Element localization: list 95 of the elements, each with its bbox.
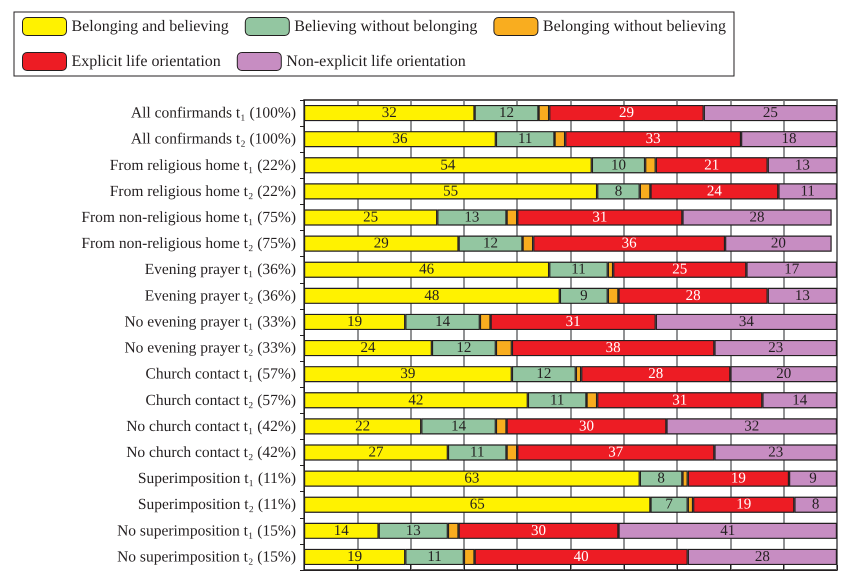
data-label: 32 [744, 418, 760, 434]
data-label: 14 [451, 418, 467, 434]
data-label: 25 [363, 210, 378, 226]
data-label: 23 [768, 340, 784, 356]
data-label: 11 [800, 183, 815, 200]
y-tick-label: No superimposition t₁ (15%) [117, 522, 296, 540]
data-label: 12 [499, 105, 514, 122]
y-tick-label: Evening prayer t₁ (36%) [144, 261, 296, 278]
legend-label: Explicit life orientation [72, 53, 221, 70]
data-label: 28 [648, 366, 664, 382]
data-label: 28 [750, 210, 765, 226]
data-label: 29 [618, 105, 634, 122]
data-label: 12 [536, 366, 552, 382]
data-label: 9 [809, 470, 817, 487]
data-label: 19 [347, 548, 362, 565]
data-label: 36 [392, 131, 408, 148]
data-label: 55 [443, 183, 458, 200]
data-label: 10 [610, 157, 626, 174]
y-tick-label: From religious home t₁ (22%) [110, 156, 296, 174]
data-label: 14 [334, 522, 350, 539]
y-tick-label: No superimposition t₂ (15%) [117, 548, 296, 566]
data-label: 33 [646, 131, 661, 148]
data-label: 30 [531, 522, 546, 539]
y-tick-label: From non-religious home t₂ (75%) [81, 235, 296, 252]
data-label: 40 [574, 548, 589, 565]
y-tick-label: Church contact t₁ (57%) [146, 366, 296, 383]
data-label: 32 [382, 105, 397, 122]
data-label: 25 [672, 262, 688, 278]
data-label: 13 [464, 210, 480, 226]
data-label: 11 [427, 548, 442, 565]
data-label: 7 [665, 496, 674, 513]
data-label: 28 [686, 288, 701, 304]
y-tick-label: From non-religious home t₁ (75%) [81, 209, 296, 226]
data-label: 34 [738, 314, 754, 330]
data-label: 31 [592, 210, 608, 226]
data-label: 11 [571, 262, 586, 278]
data-label: 41 [720, 522, 736, 539]
legend-label: Belonging and believing [72, 18, 229, 35]
data-label: 25 [762, 105, 778, 122]
data-label: 19 [347, 314, 362, 330]
legend-label: Believing without belonging [294, 18, 478, 35]
data-label: 22 [355, 418, 370, 434]
y-tick-label: Superimposition t₂ (11%) [138, 496, 296, 514]
data-label: 27 [368, 444, 384, 460]
y-tick-label: All confirmands t₁ (100%) [130, 104, 296, 122]
data-label: 8 [657, 470, 665, 487]
data-label: 12 [483, 236, 498, 252]
data-label: 29 [374, 236, 389, 252]
data-label: 11 [550, 392, 564, 408]
data-label: 42 [408, 392, 424, 408]
data-label: 24 [706, 183, 722, 200]
data-label: 12 [456, 340, 472, 356]
y-tick-label: From religious home t₂ (22%) [110, 182, 296, 200]
data-label: 63 [464, 470, 480, 487]
data-label: 48 [424, 288, 440, 304]
data-label: 18 [782, 131, 797, 148]
data-label: 13 [406, 522, 421, 539]
data-label: 23 [768, 444, 784, 460]
data-label: 54 [440, 157, 456, 174]
y-tick-label: No evening prayer t₂ (33%) [124, 340, 296, 357]
data-label: 30 [578, 418, 594, 434]
data-label: 39 [400, 366, 416, 382]
y-tick-label: No evening prayer t₁ (33%) [124, 313, 296, 330]
data-label: 13 [794, 288, 810, 304]
data-label: 21 [704, 157, 720, 174]
data-label: 36 [622, 236, 638, 252]
y-tick-label: All confirmands t₂ (100%) [130, 130, 296, 148]
data-label: 19 [736, 496, 752, 513]
data-label: 11 [470, 444, 484, 460]
y-tick-label: Church contact t₂ (57%) [146, 392, 296, 409]
legend-label: Non-explicit life orientation [286, 53, 466, 70]
y-tick-label: Superimposition t₁ (11%) [138, 470, 296, 488]
data-label: 65 [470, 496, 485, 513]
data-label: 20 [770, 236, 786, 252]
y-tick-label: No church contact t₁ (42%) [126, 418, 296, 435]
data-label: 31 [566, 314, 581, 330]
data-label: 14 [435, 314, 451, 330]
data-label: 8 [614, 183, 622, 200]
data-label: 37 [608, 444, 624, 460]
data-label: 11 [518, 131, 532, 148]
data-label: 8 [812, 496, 820, 513]
legend-label: Belonging without believing [542, 18, 726, 35]
y-tick-label: No church contact t₂ (42%) [126, 444, 296, 461]
data-label: 24 [360, 340, 376, 356]
data-label: 46 [419, 262, 435, 278]
data-label: 14 [792, 392, 808, 408]
data-label: 20 [776, 366, 792, 382]
data-label: 19 [730, 470, 746, 487]
y-tick-label: Evening prayer t₂ (36%) [144, 287, 296, 304]
data-label: 9 [580, 288, 588, 304]
data-label: 31 [672, 392, 688, 408]
data-label: 13 [794, 157, 810, 174]
data-label: 28 [754, 548, 770, 565]
data-label: 38 [606, 340, 621, 356]
data-label: 17 [784, 262, 800, 278]
